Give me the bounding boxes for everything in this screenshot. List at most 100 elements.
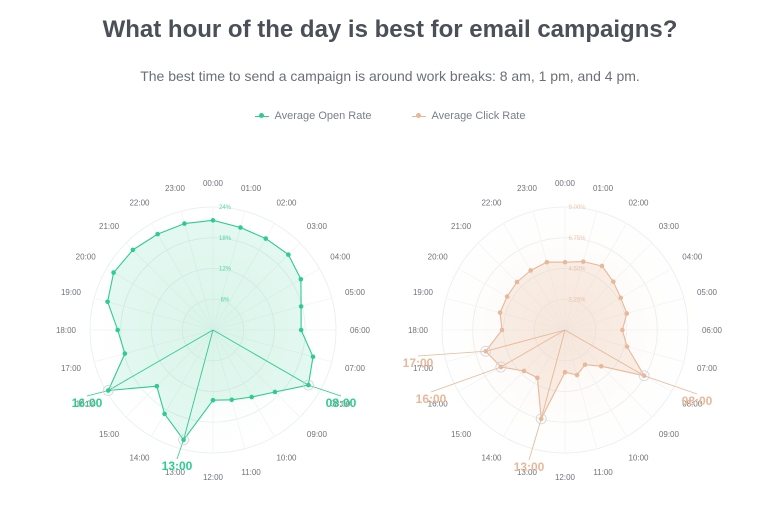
click-rate-data-point[interactable]: 06:00	[620, 327, 625, 333]
open-rate-spoke	[212, 211, 246, 331]
open-rate-hour-label: 15:00	[99, 430, 120, 439]
click-rate-spoke	[503, 329, 566, 437]
click-rate-hour-label: 15:00	[451, 430, 472, 439]
click-rate-data-point[interactable]: 22:00	[528, 268, 533, 273]
click-rate-spoke	[446, 297, 566, 331]
open-rate-highlight-line	[183, 329, 214, 441]
click-rate-data-point[interactable]: 08:00	[641, 373, 647, 379]
click-rate-data-point[interactable]: 14:00	[535, 375, 540, 381]
click-rate-data-point[interactable]: 17:00	[483, 348, 488, 354]
open-rate-callout-label: 13:00	[162, 459, 193, 473]
click-rate-data-point[interactable]: 23:00	[544, 259, 550, 265]
legend-item-open-rate[interactable]: Average Open Rate	[254, 110, 372, 122]
legend-click-rate-label: Average Click Rate	[431, 110, 526, 122]
open-rate-data-point[interactable]: 22:00	[155, 231, 160, 237]
open-rate-data-point[interactable]: 20:00	[111, 270, 116, 275]
open-rate-hour-label: 20:00	[76, 253, 97, 262]
click-rate-data-point[interactable]: 04:00	[618, 295, 624, 301]
open-rate-data-point[interactable]: 04:00	[298, 276, 304, 282]
click-rate-spoke	[532, 211, 566, 331]
open-rate-callout-leader	[176, 439, 184, 460]
open-rate-data-point[interactable]: 01:00	[238, 225, 243, 230]
click-rate-callout-label: 17:00	[403, 356, 434, 370]
open-rate-hour-label: 18:00	[56, 326, 77, 335]
open-rate-data-point[interactable]: 02:00	[263, 236, 269, 241]
open-rate-spoke	[151, 223, 214, 331]
click-rate-data-point[interactable]: 00:00	[562, 259, 568, 265]
open-rate-radar-chart: 00:00 01:00 02:00 03:00 04:00 05:00 06:00 07:00…	[56, 177, 371, 483]
click-rate-highlight-line	[564, 329, 645, 377]
click-rate-data-point[interactable]: 05:00	[624, 311, 630, 316]
click-rate-data-point[interactable]: 03:00	[611, 279, 616, 284]
click-rate-data-point[interactable]: 20:00	[504, 294, 510, 299]
open-rate-data-point[interactable]: 11:00	[229, 397, 235, 403]
open-rate-data-point[interactable]: 10:00	[249, 394, 254, 400]
open-rate-hour-label: 11:00	[241, 468, 261, 477]
click-rate-spoke	[564, 329, 684, 363]
open-rate-callout-label: 16:00	[72, 396, 103, 410]
click-rate-tick-label: 2.25%	[568, 297, 586, 303]
click-rate-data-point[interactable]: 13:00	[538, 416, 544, 422]
click-rate-hour-label: 22:00	[481, 199, 502, 208]
open-rate-data-point[interactable]: 05:00	[298, 304, 304, 309]
click-rate-data-point[interactable]: 10:00	[582, 362, 588, 367]
open-rate-spoke	[212, 242, 301, 331]
click-rate-spoke	[503, 223, 566, 331]
open-rate-hour-label: 07:00	[345, 364, 366, 373]
open-rate-tick-label: 12%	[219, 267, 232, 273]
open-rate-spoke	[94, 329, 214, 363]
open-rate-highlight-halo	[102, 385, 114, 396]
click-rate-data-point[interactable]: 15:00	[521, 368, 527, 374]
click-rate-highlight-halo	[535, 413, 547, 425]
click-rate-tick-label: 6.75%	[568, 236, 586, 242]
open-rate-data-point[interactable]: 14:00	[162, 411, 167, 417]
click-rate-data-point[interactable]: 02:00	[599, 263, 605, 269]
click-rate-hour-label: 11:00	[593, 468, 613, 477]
click-rate-data-point[interactable]: 11:00	[574, 372, 580, 378]
click-rate-data-point[interactable]: 16:00	[498, 364, 504, 370]
click-rate-data-point[interactable]: 12:00	[562, 369, 568, 375]
open-rate-data-point[interactable]: 23:00	[182, 221, 187, 226]
click-rate-hour-label: 10:00	[628, 453, 649, 462]
click-rate-callout-label: 08:00	[682, 394, 713, 408]
open-rate-spoke	[212, 223, 275, 331]
open-rate-data-point[interactable]: 13:00	[181, 437, 186, 443]
click-rate-hour-label: 14:00	[481, 453, 502, 462]
open-rate-data-point[interactable]: 18:00	[115, 327, 120, 333]
click-rate-spoke	[564, 329, 653, 418]
click-rate-tick-label: 4.50%	[568, 267, 586, 273]
open-rate-data-point[interactable]: 03:00	[286, 252, 291, 257]
click-rate-spoke	[458, 268, 566, 331]
open-rate-data-point[interactable]: 17:00	[122, 351, 128, 356]
click-rate-hour-label: 16:00	[428, 400, 449, 409]
open-rate-callout-leader	[308, 384, 342, 397]
click-rate-hour-label: 00:00	[555, 179, 576, 188]
click-rate-data-point[interactable]: 19:00	[497, 310, 503, 315]
open-rate-data-point[interactable]: 21:00	[130, 247, 136, 253]
click-rate-data-point[interactable]: 21:00	[514, 279, 520, 285]
click-rate-hour-label: 01:00	[593, 184, 614, 193]
open-rate-data-point[interactable]: 15:00	[154, 383, 160, 389]
open-rate-data-point[interactable]: 09:00	[272, 389, 278, 395]
open-rate-tick-label: 18%	[219, 236, 232, 242]
open-rate-data-point[interactable]: 12:00	[210, 397, 216, 403]
open-rate-data-point[interactable]: 06:00	[298, 327, 304, 333]
open-rate-highlight-halo	[178, 434, 189, 446]
open-rate-data-point[interactable]: 08:00	[306, 382, 311, 388]
open-rate-hour-label: 16:00	[76, 400, 97, 409]
open-rate-data-point[interactable]: 00:00	[210, 218, 216, 223]
open-rate-hour-label: 06:00	[350, 326, 371, 335]
click-rate-spoke	[564, 242, 653, 331]
open-rate-tick-label: 24%	[219, 205, 232, 211]
legend-item-click-rate[interactable]: Average Click Rate	[411, 110, 526, 122]
click-rate-data-point[interactable]: 09:00	[598, 363, 604, 369]
click-rate-data-point[interactable]: 01:00	[581, 259, 586, 264]
open-rate-highlight-halo	[303, 379, 314, 391]
open-rate-data-point[interactable]: 16:00	[105, 388, 111, 393]
open-rate-data-point[interactable]: 07:00	[310, 354, 316, 360]
click-rate-callout-label: 13:00	[514, 460, 545, 474]
click-rate-data-point[interactable]: 07:00	[624, 344, 630, 349]
click-rate-spoke	[564, 297, 684, 331]
open-rate-data-point[interactable]: 19:00	[105, 299, 110, 305]
click-rate-data-point[interactable]: 18:00	[499, 327, 505, 333]
